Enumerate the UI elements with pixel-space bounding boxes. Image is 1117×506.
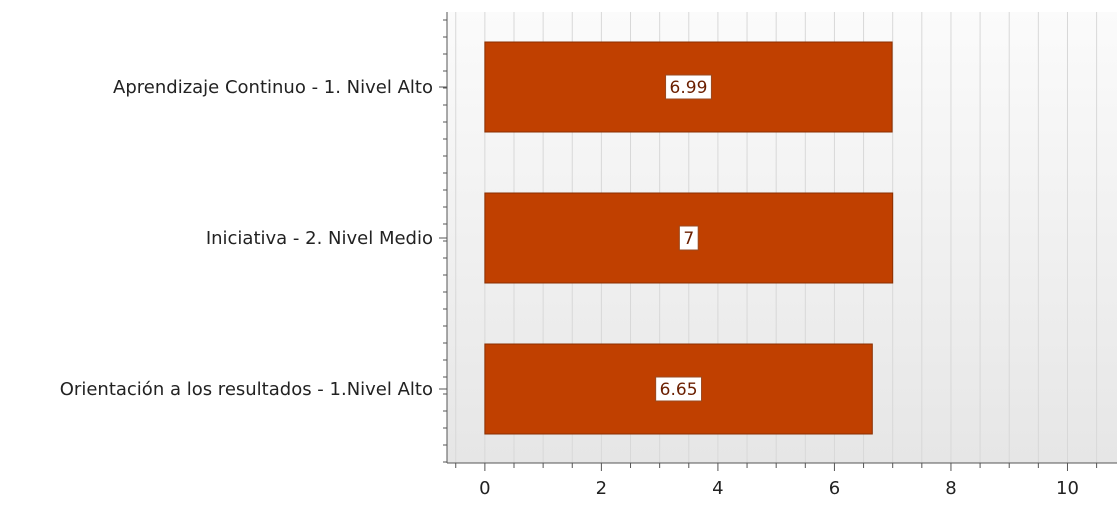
data-label-background [665,74,712,100]
x-tick-label: 2 [596,478,607,499]
data-label: 6.99 [670,78,708,98]
category-label: Iniciativa - 2. Nivel Medio [206,228,433,249]
x-tick-label: 6 [829,478,840,499]
axes [439,12,1117,471]
data-label-background [678,225,699,251]
data-label-background [655,376,703,402]
data-label: 6.65 [660,380,698,400]
data-label: 7 [683,229,694,249]
x-tick-label: 4 [712,478,723,499]
category-label: Orientación a los resultados - 1.Nivel A… [60,379,433,400]
labels: 0 2 4 6 8 10 Aprendizaje Continuo - 1. Nivel A… [60,74,1079,499]
x-tick-label: 8 [945,478,956,499]
x-tick-label: 10 [1056,478,1079,499]
category-label: Aprendizaje Continuo - 1. Nivel Alto [113,77,433,98]
bars [484,41,894,435]
x-tick-label: 0 [479,478,490,499]
